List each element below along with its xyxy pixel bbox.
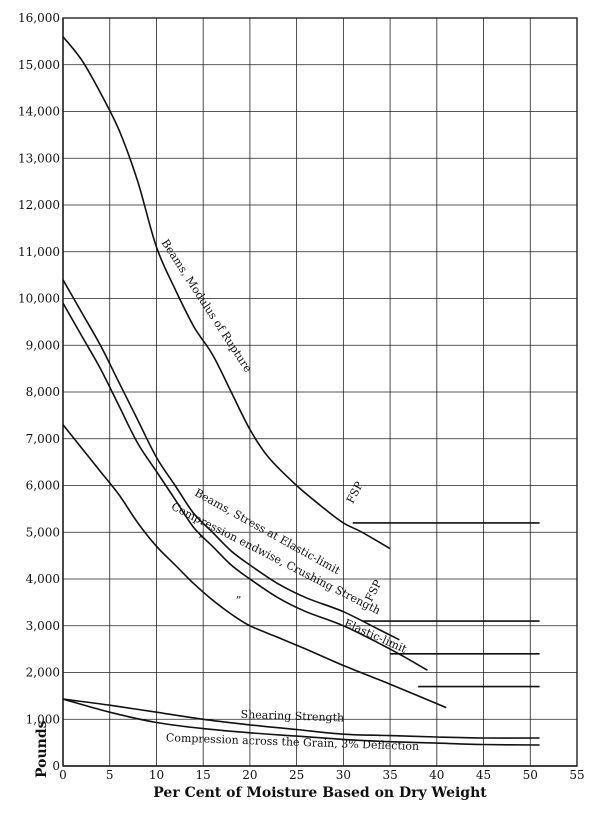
series-line-5	[62, 698, 540, 746]
series-line-4	[62, 698, 540, 739]
y-tick-label: 12,000	[18, 198, 60, 212]
x-axis-title: Per Cent of Moisture Based on Dry Weight	[153, 785, 487, 801]
series-line-3	[62, 424, 447, 709]
x-tick-label: 40	[429, 768, 444, 782]
y-tick-label: 8,000	[26, 385, 60, 399]
y-axis-title: Pounds	[34, 720, 50, 778]
y-tick-label: 15,000	[18, 58, 60, 72]
x-tick-label: 30	[336, 768, 351, 782]
x-tick-label: 20	[242, 768, 257, 782]
y-tick-label: 5,000	[26, 525, 60, 539]
curve-annotation: „	[199, 527, 205, 540]
y-tick-label: 0	[52, 759, 60, 773]
plot-frame	[62, 17, 578, 767]
curve-annotation: „	[236, 588, 242, 601]
x-tick-label: 45	[476, 768, 491, 782]
series-line-1	[62, 279, 400, 641]
curve-annotation: Elastic-limit	[342, 617, 409, 656]
curve-annotation: Beams, Modulus of Rupture	[159, 237, 255, 375]
x-tick-label: 55	[569, 768, 584, 782]
y-tick-label: 13,000	[18, 151, 60, 165]
y-tick-label: 2,000	[26, 666, 60, 680]
x-tick-label: 15	[196, 768, 211, 782]
x-tick-label: 50	[523, 768, 538, 782]
y-tick-label: 7,000	[26, 432, 60, 446]
x-tick-label: 35	[382, 768, 397, 782]
y-tick-label: 6,000	[26, 479, 60, 493]
y-tick-label: 16,000	[18, 11, 60, 25]
tick-layer: 0 5 10 15 20 25 30 35 40 45 50 55 0 1,000 2,000 3,000 4,…	[18, 11, 585, 782]
y-tick-label: 4,000	[26, 572, 60, 586]
y-tick-label: 11,000	[18, 245, 60, 259]
x-tick-label: 25	[289, 768, 304, 782]
y-tick-label: 14,000	[18, 105, 60, 119]
y-tick-label: 1,000	[26, 712, 60, 726]
y-tick-label: 10,000	[18, 292, 60, 306]
fsp-label: FSP	[344, 479, 366, 506]
curve-annotation: Compression across the Grain, 3% Deflect…	[166, 731, 420, 753]
series-layer	[62, 36, 540, 746]
grid-layer	[62, 17, 578, 767]
x-tick-label: 0	[59, 768, 67, 782]
curve-annotation: Shearing Strength	[240, 708, 344, 725]
y-tick-label: 3,000	[26, 619, 60, 633]
y-tick-label: 9,000	[26, 338, 60, 352]
series-line-0	[62, 36, 391, 550]
x-tick-label: 5	[106, 768, 114, 782]
series-line-2	[62, 302, 428, 671]
curve-annotation: Compression endwise, Crushing Strength	[169, 500, 383, 617]
x-tick-label: 10	[149, 768, 164, 782]
